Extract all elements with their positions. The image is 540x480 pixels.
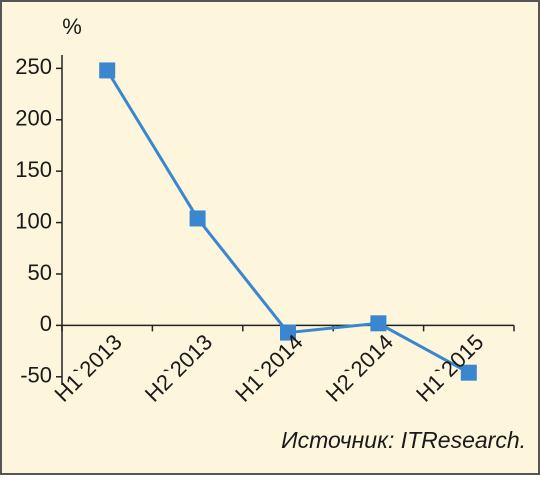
source: Источник: ITResearch.: [281, 427, 526, 453]
marker: [370, 315, 387, 332]
marker: [460, 364, 477, 381]
y-tick-label: 200: [15, 106, 52, 131]
marker: [189, 210, 206, 227]
y-tick-label: -50: [20, 363, 52, 388]
y-tick-label: 0: [40, 311, 52, 336]
y-tick-label: 250: [15, 54, 52, 79]
y-tick-label: 100: [15, 208, 52, 233]
y-tick-label: 50: [28, 260, 52, 285]
y-axis-label: %: [62, 14, 82, 39]
y-tick-label: 150: [15, 157, 52, 182]
marker: [280, 324, 296, 341]
marker: [99, 62, 116, 79]
